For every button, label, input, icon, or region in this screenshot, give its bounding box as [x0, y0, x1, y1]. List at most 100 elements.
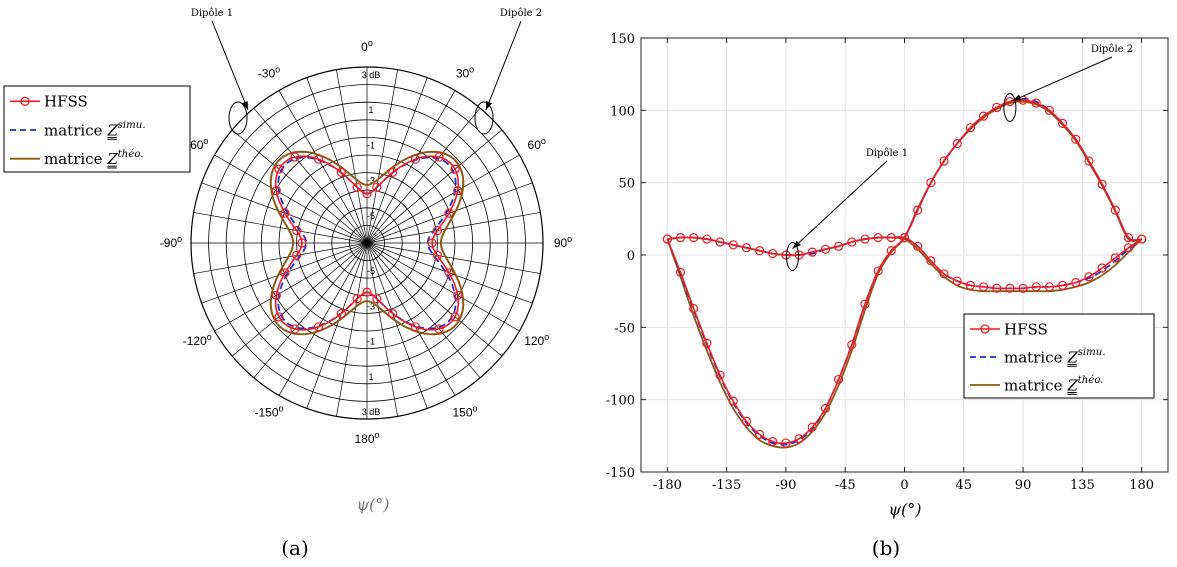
- line-hfss-marker: [834, 241, 844, 251]
- x-tick-label: 180: [1129, 478, 1154, 493]
- y-tick-label: -150: [606, 466, 635, 481]
- polar-hfss-marker: [271, 186, 281, 196]
- legend-sup-theo: théo.: [118, 148, 144, 160]
- polar-hfss-marker: [410, 322, 420, 332]
- line-hfss-marker: [741, 243, 752, 253]
- line-hfss-marker: [794, 250, 804, 260]
- line-hfss-marker: [1057, 118, 1068, 128]
- x-tick-label: -180: [653, 478, 682, 493]
- line-hfss-marker: [689, 233, 699, 243]
- line-hfss-marker: [675, 267, 686, 277]
- polar-radial-label: -5: [367, 211, 375, 221]
- polar-hfss-marker: [274, 164, 284, 174]
- line-hfss-marker: [847, 340, 857, 350]
- polar-angle-label: -120o: [183, 332, 212, 348]
- y-tick-label: 100: [610, 104, 635, 119]
- polar-spoke: [366, 69, 398, 244]
- y-tick-label: 0: [627, 249, 635, 264]
- polar-hfss-marker: [372, 182, 382, 192]
- polar-hfss-marker: [410, 154, 420, 164]
- polar-radial-label: 1: [368, 105, 373, 115]
- line-hfss-marker: [820, 403, 831, 413]
- polar-hfss-marker: [444, 268, 454, 278]
- polar-angle-label: 0o: [361, 38, 373, 54]
- polar-radial-label: -5: [367, 266, 375, 276]
- legend-symbol-theo: Z: [106, 150, 118, 168]
- polar-hfss-marker: [336, 167, 346, 178]
- line-hfss-marker: [1071, 134, 1081, 144]
- line-hfss-marker: [689, 303, 699, 314]
- polar-spoke: [253, 107, 368, 244]
- polar-hfss-marker: [453, 186, 463, 196]
- legend-label-hfss: HFSS: [1004, 320, 1048, 338]
- polar-spoke: [214, 154, 368, 244]
- polar-hfss-marker: [362, 189, 372, 199]
- line-hfss-marker: [1044, 105, 1055, 115]
- polar-angle-label: 90o: [554, 234, 572, 250]
- line-hfss-marker: [1005, 283, 1015, 293]
- line-annotation-dipole1-arrow-line: [792, 160, 888, 250]
- line-annotation-dipole1-ellipse: [786, 241, 800, 271]
- polar-spoke: [366, 77, 428, 244]
- polar-spoke: [306, 242, 368, 409]
- polar-spoke: [366, 242, 428, 409]
- polar-hfss-marker: [434, 152, 444, 162]
- polar-spoke: [366, 242, 456, 396]
- line-chart: -180 -135 -90 -45 0 45 90 135 180 -150 -100 -50 0 50 1…: [606, 32, 1169, 493]
- line-hfss-marker: [873, 266, 883, 276]
- line-hfss-marker: [807, 247, 817, 257]
- y-tick-label: 50: [618, 177, 635, 192]
- polar-spoke: [306, 77, 368, 244]
- line-hfss-marker: [1057, 280, 1068, 290]
- polar-hfss-marker: [432, 225, 442, 236]
- line-hfss-marker: [1084, 156, 1094, 166]
- polar-annotation-dipole1-arrow-head: [241, 101, 248, 110]
- line-hfss-marker: [715, 370, 725, 380]
- polar-spoke: [366, 90, 456, 244]
- line-hfss-marker: [886, 246, 896, 256]
- line-annotation-dipole2-arrow-head: [1012, 94, 1022, 101]
- polar-annotation-dipole2-ellipse: [474, 101, 494, 135]
- polar-spoke: [366, 154, 520, 244]
- polar-spoke: [336, 242, 368, 417]
- x-tick-label: -90: [775, 478, 796, 493]
- legend-label-theo: matrice: [44, 150, 103, 168]
- x-tick-label: 90: [1015, 478, 1032, 493]
- x-tick-label: -135: [712, 478, 741, 493]
- legend-symbol-theo: Z: [1066, 376, 1078, 394]
- polar-hfss-marker: [450, 312, 460, 322]
- line-hfss-marker: [781, 250, 791, 260]
- line-annotation-dipole2-ellipse: [1003, 92, 1017, 122]
- line-hfss-marker: [754, 429, 765, 439]
- polar-hfss-marker: [297, 238, 307, 248]
- polar-annotation-dipole1-label: Dipôle 1: [191, 8, 233, 19]
- line-hfss-marker: [728, 240, 738, 250]
- polar-hfss-marker: [388, 308, 398, 319]
- legend-box: [963, 313, 1155, 399]
- legend-label-simu: matrice: [44, 121, 103, 139]
- polar-spoke: [193, 212, 368, 244]
- line-hfss-marker: [1110, 205, 1120, 215]
- legend-sup-simu: simu.: [1078, 347, 1106, 358]
- line-hfss-marker: [794, 434, 804, 444]
- line-hfss-marker: [741, 416, 752, 426]
- legend-label-hfss: HFSS: [44, 93, 88, 111]
- line-hfss-marker: [847, 237, 857, 247]
- line-hfss-marker: [926, 178, 936, 188]
- line-hfss-marker: [978, 282, 989, 292]
- line-annotation-dipole1-arrow-head: [792, 240, 801, 249]
- line-hfss-marker: [702, 234, 712, 244]
- line-annotation-dipole1-label: Dipôle 1: [866, 148, 908, 159]
- line-hfss-marker: [926, 256, 936, 266]
- legend-sup-simu: simu.: [118, 120, 146, 131]
- x-tick-label: 45: [956, 478, 973, 493]
- line-hfss-marker: [820, 244, 831, 254]
- line-hfss-marker: [992, 283, 1002, 293]
- polar-radial-label: -3: [367, 176, 375, 186]
- polar-spoke: [366, 212, 541, 244]
- line-hfss-marker: [768, 248, 778, 259]
- line-hfss-marker: [1031, 98, 1041, 108]
- line-hfss-marker: [1097, 263, 1107, 273]
- line-hfss-marker: [702, 338, 712, 348]
- line-hfss-marker: [1018, 283, 1028, 293]
